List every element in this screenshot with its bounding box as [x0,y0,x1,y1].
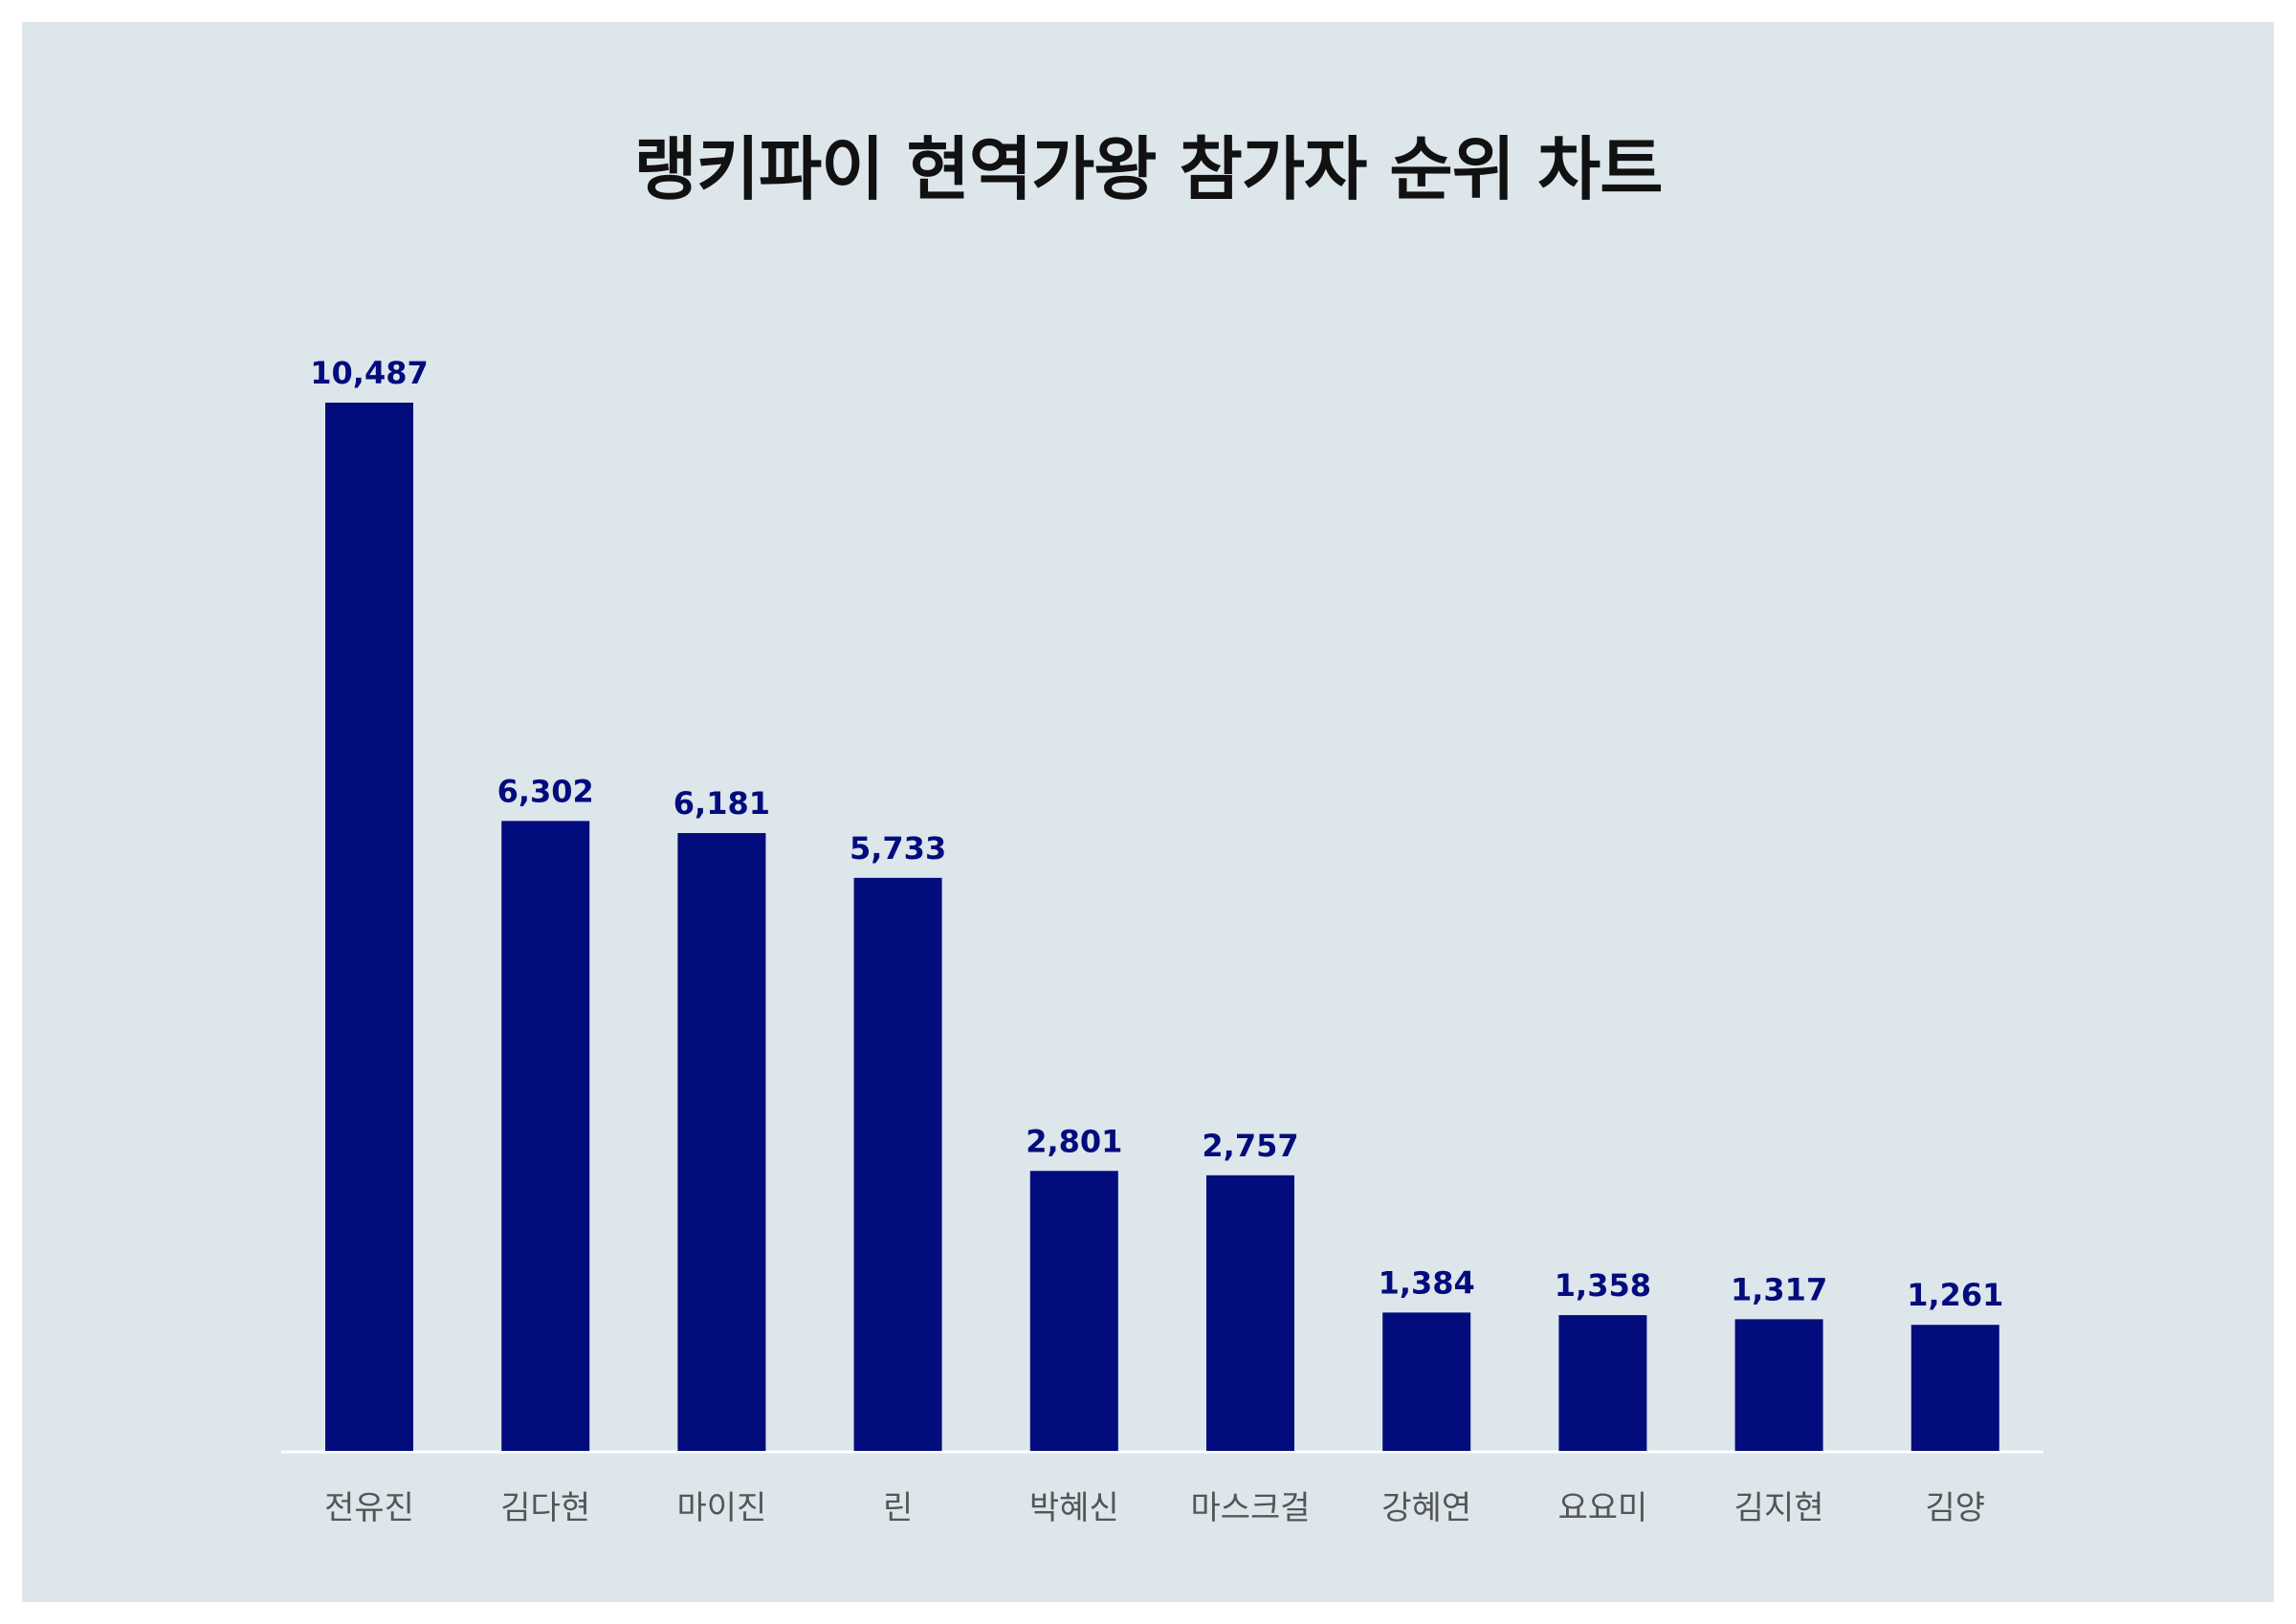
bar-3 [677,833,766,1451]
value-label-9: 1,317 [1731,1271,1827,1307]
category-labels-group: 전유진 김다현 마이진 린 박혜신 마스크걸 강혜연 요요미 김지현 김양 [324,1489,1985,1527]
category-label-2: 김다현 [500,1489,590,1527]
bar-1 [325,403,413,1451]
value-label-8: 1,358 [1555,1267,1651,1304]
bar-10 [1910,1325,1999,1451]
category-label-6: 마스크걸 [1190,1489,1310,1527]
category-label-10: 김양 [1926,1489,1986,1527]
value-label-10: 1,261 [1907,1277,2003,1313]
category-label-5: 박혜신 [1029,1489,1119,1527]
bar-2 [501,821,590,1451]
category-label-9: 김지현 [1734,1489,1824,1527]
value-labels-group: 10,487 6,302 6,181 5,733 2,801 2,757 1,384 1,35… [310,355,2003,1313]
value-label-5: 2,801 [1026,1123,1122,1159]
value-label-4: 5,733 [850,830,946,867]
bar-7 [1382,1312,1471,1451]
bar-9 [1734,1319,1823,1451]
category-label-3: 마이진 [676,1489,766,1527]
bars-group [325,403,1999,1451]
category-label-8: 요요미 [1557,1489,1647,1527]
value-label-3: 6,181 [673,785,770,822]
value-label-6: 2,757 [1202,1128,1298,1164]
category-label-4: 린 [883,1489,913,1527]
value-label-2: 6,302 [497,773,594,809]
value-label-7: 1,384 [1379,1264,1475,1301]
bar-6 [1206,1174,1294,1451]
bar-4 [853,877,942,1451]
category-label-7: 강혜연 [1381,1489,1471,1527]
value-label-1: 10,487 [310,355,428,391]
bar-8 [1558,1315,1647,1451]
chart-title: 랭키파이 현역가왕 참가자 순위 차트 [633,129,1664,209]
category-label-1: 전유진 [324,1489,414,1527]
bar-5 [1029,1171,1118,1451]
